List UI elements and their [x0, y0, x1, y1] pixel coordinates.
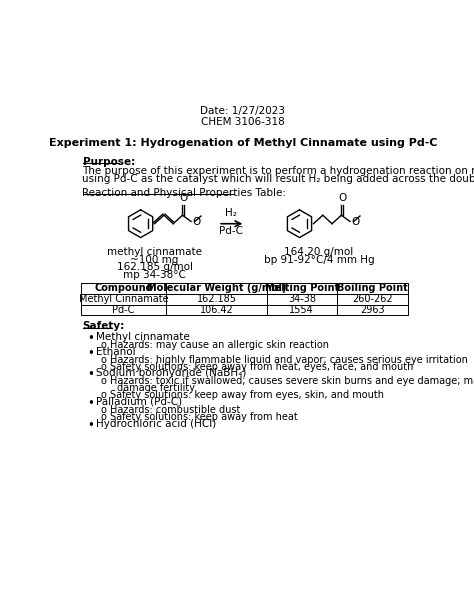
Text: Palladium (Pd-C): Palladium (Pd-C)	[96, 397, 182, 407]
Text: •: •	[87, 419, 94, 432]
Bar	[337, 283, 408, 294]
Text: Boiling Point: Boiling Point	[337, 283, 408, 294]
Text: H₂: H₂	[225, 208, 237, 218]
Text: 260-262: 260-262	[352, 294, 392, 304]
Text: •: •	[87, 332, 94, 345]
Text: Methyl cinnamate: Methyl cinnamate	[96, 332, 190, 342]
Text: O: O	[338, 193, 346, 203]
Text: Purpose:: Purpose:	[82, 157, 135, 167]
Text: Safety solutions: keep away from heat, eyes, face, and mouth: Safety solutions: keep away from heat, e…	[109, 362, 413, 371]
Text: o: o	[100, 340, 106, 350]
Text: o: o	[100, 411, 106, 422]
Text: Safety solutions: keep away from heat: Safety solutions: keep away from heat	[109, 411, 297, 422]
Bar	[267, 305, 337, 315]
Text: methyl cinnamate: methyl cinnamate	[107, 247, 202, 257]
Text: mp 34-38°C: mp 34-38°C	[123, 270, 186, 280]
Bar	[81, 283, 166, 294]
Text: •: •	[87, 397, 94, 410]
Bar	[337, 305, 408, 315]
Text: •: •	[87, 368, 94, 381]
Text: o: o	[100, 405, 106, 414]
Text: Hazards: may cause an allergic skin reaction: Hazards: may cause an allergic skin reac…	[109, 340, 328, 350]
Text: 2963: 2963	[360, 305, 385, 315]
Text: o: o	[100, 376, 106, 386]
Text: Molecular Weight (g/mol): Molecular Weight (g/mol)	[147, 283, 286, 294]
Text: The purpose of this experiment is to perform a hydrogenation reaction on methyl : The purpose of this experiment is to per…	[82, 166, 474, 176]
Text: Pd-C: Pd-C	[112, 305, 135, 315]
Text: O: O	[351, 217, 360, 227]
Text: 1554: 1554	[290, 305, 314, 315]
Bar	[267, 294, 337, 305]
Text: Compound: Compound	[94, 283, 153, 294]
Text: Date: 1/27/2023: Date: 1/27/2023	[201, 106, 285, 116]
Text: O: O	[192, 217, 201, 227]
Text: Ethanol: Ethanol	[96, 347, 135, 357]
Text: damage fertility: damage fertility	[117, 383, 195, 393]
Text: 34-38: 34-38	[288, 294, 316, 304]
Bar	[166, 283, 267, 294]
Bar	[267, 283, 337, 294]
Text: using Pd-C as the catalyst which will result H₂ being added across the double bo: using Pd-C as the catalyst which will re…	[82, 175, 474, 185]
Text: Experiment 1: Hydrogenation of Methyl Cinnamate using Pd-C: Experiment 1: Hydrogenation of Methyl Ci…	[49, 139, 437, 148]
Text: •: •	[87, 347, 94, 360]
Text: 162.185: 162.185	[197, 294, 237, 304]
Text: bp 91-92°C/4 mm Hg: bp 91-92°C/4 mm Hg	[264, 254, 374, 265]
Text: Hazards: toxic if swallowed; causes severe skin burns and eye damage; may: Hazards: toxic if swallowed; causes seve…	[109, 376, 474, 386]
Text: 164.20 g/mol: 164.20 g/mol	[284, 247, 354, 257]
Text: CHEM 3106-318: CHEM 3106-318	[201, 116, 285, 127]
Text: Melting Point: Melting Point	[265, 283, 339, 294]
Text: 106.42: 106.42	[200, 305, 234, 315]
Text: Pd-C: Pd-C	[219, 226, 243, 236]
Text: Reaction and Physical Properties Table:: Reaction and Physical Properties Table:	[82, 188, 286, 197]
Bar	[81, 294, 166, 305]
Text: Hazards: highly flammable liquid and vapor; causes serious eye irritation: Hazards: highly flammable liquid and vap…	[109, 354, 467, 365]
Bar	[166, 294, 267, 305]
Text: o: o	[100, 362, 106, 371]
Bar	[166, 305, 267, 315]
Text: Safety:: Safety:	[82, 321, 125, 332]
Bar	[337, 294, 408, 305]
Text: Safety solutions: keep away from eyes, skin, and mouth: Safety solutions: keep away from eyes, s…	[109, 390, 383, 400]
Text: Sodium borohydride (NaBH₄): Sodium borohydride (NaBH₄)	[96, 368, 246, 378]
Text: Hazards: combustible dust: Hazards: combustible dust	[109, 405, 240, 414]
Text: Hydrochloric acid (HCl): Hydrochloric acid (HCl)	[96, 419, 216, 428]
Text: o: o	[100, 390, 106, 400]
Text: Methyl Cinnamate: Methyl Cinnamate	[79, 294, 168, 304]
Bar	[81, 305, 166, 315]
Text: O: O	[179, 193, 187, 203]
Text: 162.185 g/mol: 162.185 g/mol	[117, 262, 192, 272]
Text: ~100 mg: ~100 mg	[130, 254, 179, 265]
Text: o: o	[100, 354, 106, 365]
